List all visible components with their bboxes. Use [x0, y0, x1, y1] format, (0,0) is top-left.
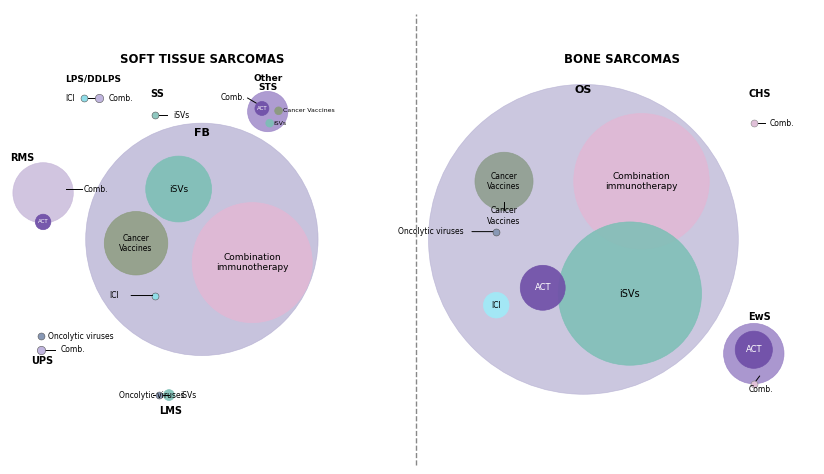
Text: FB: FB	[194, 128, 210, 138]
Text: ACT: ACT	[38, 219, 49, 225]
Text: ICI: ICI	[109, 291, 119, 300]
Text: SS: SS	[151, 89, 164, 99]
Text: Comb.: Comb.	[60, 345, 85, 354]
Text: Comb.: Comb.	[770, 118, 794, 128]
Circle shape	[274, 107, 283, 115]
Circle shape	[428, 84, 738, 394]
Circle shape	[574, 113, 709, 249]
Circle shape	[146, 156, 212, 222]
Text: UPS: UPS	[30, 356, 53, 366]
Text: STS: STS	[258, 83, 278, 92]
Text: iSVs: iSVs	[174, 111, 190, 120]
Text: ICI: ICI	[65, 93, 75, 102]
Text: Cancer Vaccines: Cancer Vaccines	[283, 108, 335, 113]
Circle shape	[484, 292, 509, 318]
Circle shape	[13, 163, 73, 223]
Circle shape	[247, 91, 288, 132]
Circle shape	[35, 214, 51, 230]
Text: Comb.: Comb.	[221, 93, 246, 102]
Text: SOFT TISSUE SARCOMAS: SOFT TISSUE SARCOMAS	[119, 53, 284, 66]
Text: iSVs: iSVs	[180, 391, 197, 400]
Circle shape	[735, 331, 772, 368]
Text: iSVs: iSVs	[274, 121, 287, 126]
Text: Oncolytic viruses: Oncolytic viruses	[119, 391, 185, 400]
Text: OS: OS	[574, 85, 592, 95]
Text: Comb.: Comb.	[748, 385, 773, 394]
Circle shape	[255, 101, 269, 116]
Text: Cancer
Vaccines: Cancer Vaccines	[119, 234, 152, 253]
Text: Cancer
Vaccines: Cancer Vaccines	[487, 172, 521, 191]
Text: ACT: ACT	[535, 283, 551, 292]
Text: Combination
immunotherapy: Combination immunotherapy	[216, 253, 288, 272]
Text: iSVs: iSVs	[169, 184, 188, 193]
Circle shape	[723, 323, 784, 384]
Text: LPS/DDLPS: LPS/DDLPS	[65, 74, 121, 83]
Text: ACT: ACT	[746, 345, 762, 354]
Circle shape	[266, 119, 274, 127]
Circle shape	[163, 390, 175, 401]
Text: Cancer
Vaccines: Cancer Vaccines	[487, 207, 521, 226]
Text: Oncolytic viruses: Oncolytic viruses	[48, 332, 114, 341]
Text: EwS: EwS	[748, 312, 771, 322]
Circle shape	[192, 202, 312, 323]
Text: Comb.: Comb.	[84, 184, 108, 193]
Text: RMS: RMS	[10, 153, 35, 163]
Text: CHS: CHS	[748, 89, 771, 99]
Text: Other: Other	[253, 74, 283, 83]
Text: Comb.: Comb.	[109, 93, 133, 102]
Circle shape	[520, 265, 565, 310]
Text: BONE SARCOMAS: BONE SARCOMAS	[564, 53, 680, 66]
Circle shape	[86, 123, 318, 356]
Text: iSVs: iSVs	[620, 289, 640, 299]
Circle shape	[475, 152, 533, 210]
Text: Combination
immunotherapy: Combination immunotherapy	[606, 172, 677, 191]
Text: ICI: ICI	[491, 301, 501, 310]
Circle shape	[558, 222, 701, 365]
Text: LMS: LMS	[159, 406, 182, 416]
Text: ACT: ACT	[256, 106, 267, 111]
Circle shape	[105, 211, 168, 275]
Text: Oncolytic viruses: Oncolytic viruses	[398, 227, 463, 236]
